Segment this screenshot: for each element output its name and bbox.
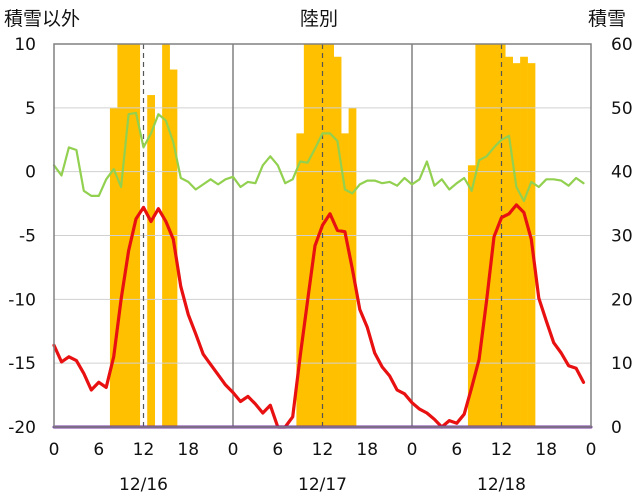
left-tick-label: 0 [25, 163, 36, 183]
snow-bar [109, 107, 118, 427]
snow-bar [147, 95, 155, 428]
right-axis-label: 積雪 [588, 8, 627, 30]
snow-bar [467, 165, 476, 428]
right-tick-label: 50 [611, 99, 633, 119]
station-label: 陸別 [300, 8, 339, 30]
temperature-line [52, 203, 586, 429]
snow-bar [333, 56, 342, 428]
right-tick-label: 40 [611, 163, 633, 183]
hour-tick-label: 12 [133, 440, 155, 460]
chart-grid [54, 44, 591, 427]
plot-border [53, 43, 592, 428]
hour-tick-label: 6 [272, 440, 283, 460]
snow-bar [341, 133, 349, 427]
day-label: 12/17 [298, 475, 347, 495]
left-tick-label: 5 [25, 99, 36, 119]
hour-tick-label: 18 [535, 440, 557, 460]
right-tick-label: 60 [611, 35, 633, 55]
right-tick-label: 10 [611, 354, 633, 374]
hour-tick-label: 0 [228, 440, 239, 460]
plot-frame [53, 43, 592, 428]
left-tick-label: 10 [14, 35, 36, 55]
hour-tick-label: 18 [177, 440, 199, 460]
hour-tick-label: 18 [356, 440, 378, 460]
hour-tick-label: 0 [586, 440, 597, 460]
snow-bar [512, 63, 521, 428]
secondary-line [52, 111, 585, 203]
left-tick-label: -10 [8, 290, 36, 310]
day-label: 12/18 [477, 475, 526, 495]
left-tick-label: -15 [8, 354, 36, 374]
day-label: 12/16 [119, 475, 168, 495]
hour-tick-label: 6 [451, 440, 462, 460]
right-tick-label: 0 [611, 418, 622, 438]
left-tick-label: -20 [8, 418, 36, 438]
right-tick-label: 30 [611, 227, 633, 247]
hour-tick-label: 12 [491, 440, 513, 460]
right-tick-label: 20 [611, 290, 633, 310]
hour-tick-label: 6 [93, 440, 104, 460]
snow-bar [520, 56, 528, 428]
snow-bar [296, 133, 305, 427]
snow-bar [505, 56, 513, 428]
left-tick-label: -5 [19, 227, 36, 247]
hour-tick-label: 0 [407, 440, 418, 460]
hour-tick-label: 12 [312, 440, 334, 460]
hour-tick-label: 0 [49, 440, 60, 460]
left-axis-label: 積雪以外 [4, 8, 81, 30]
